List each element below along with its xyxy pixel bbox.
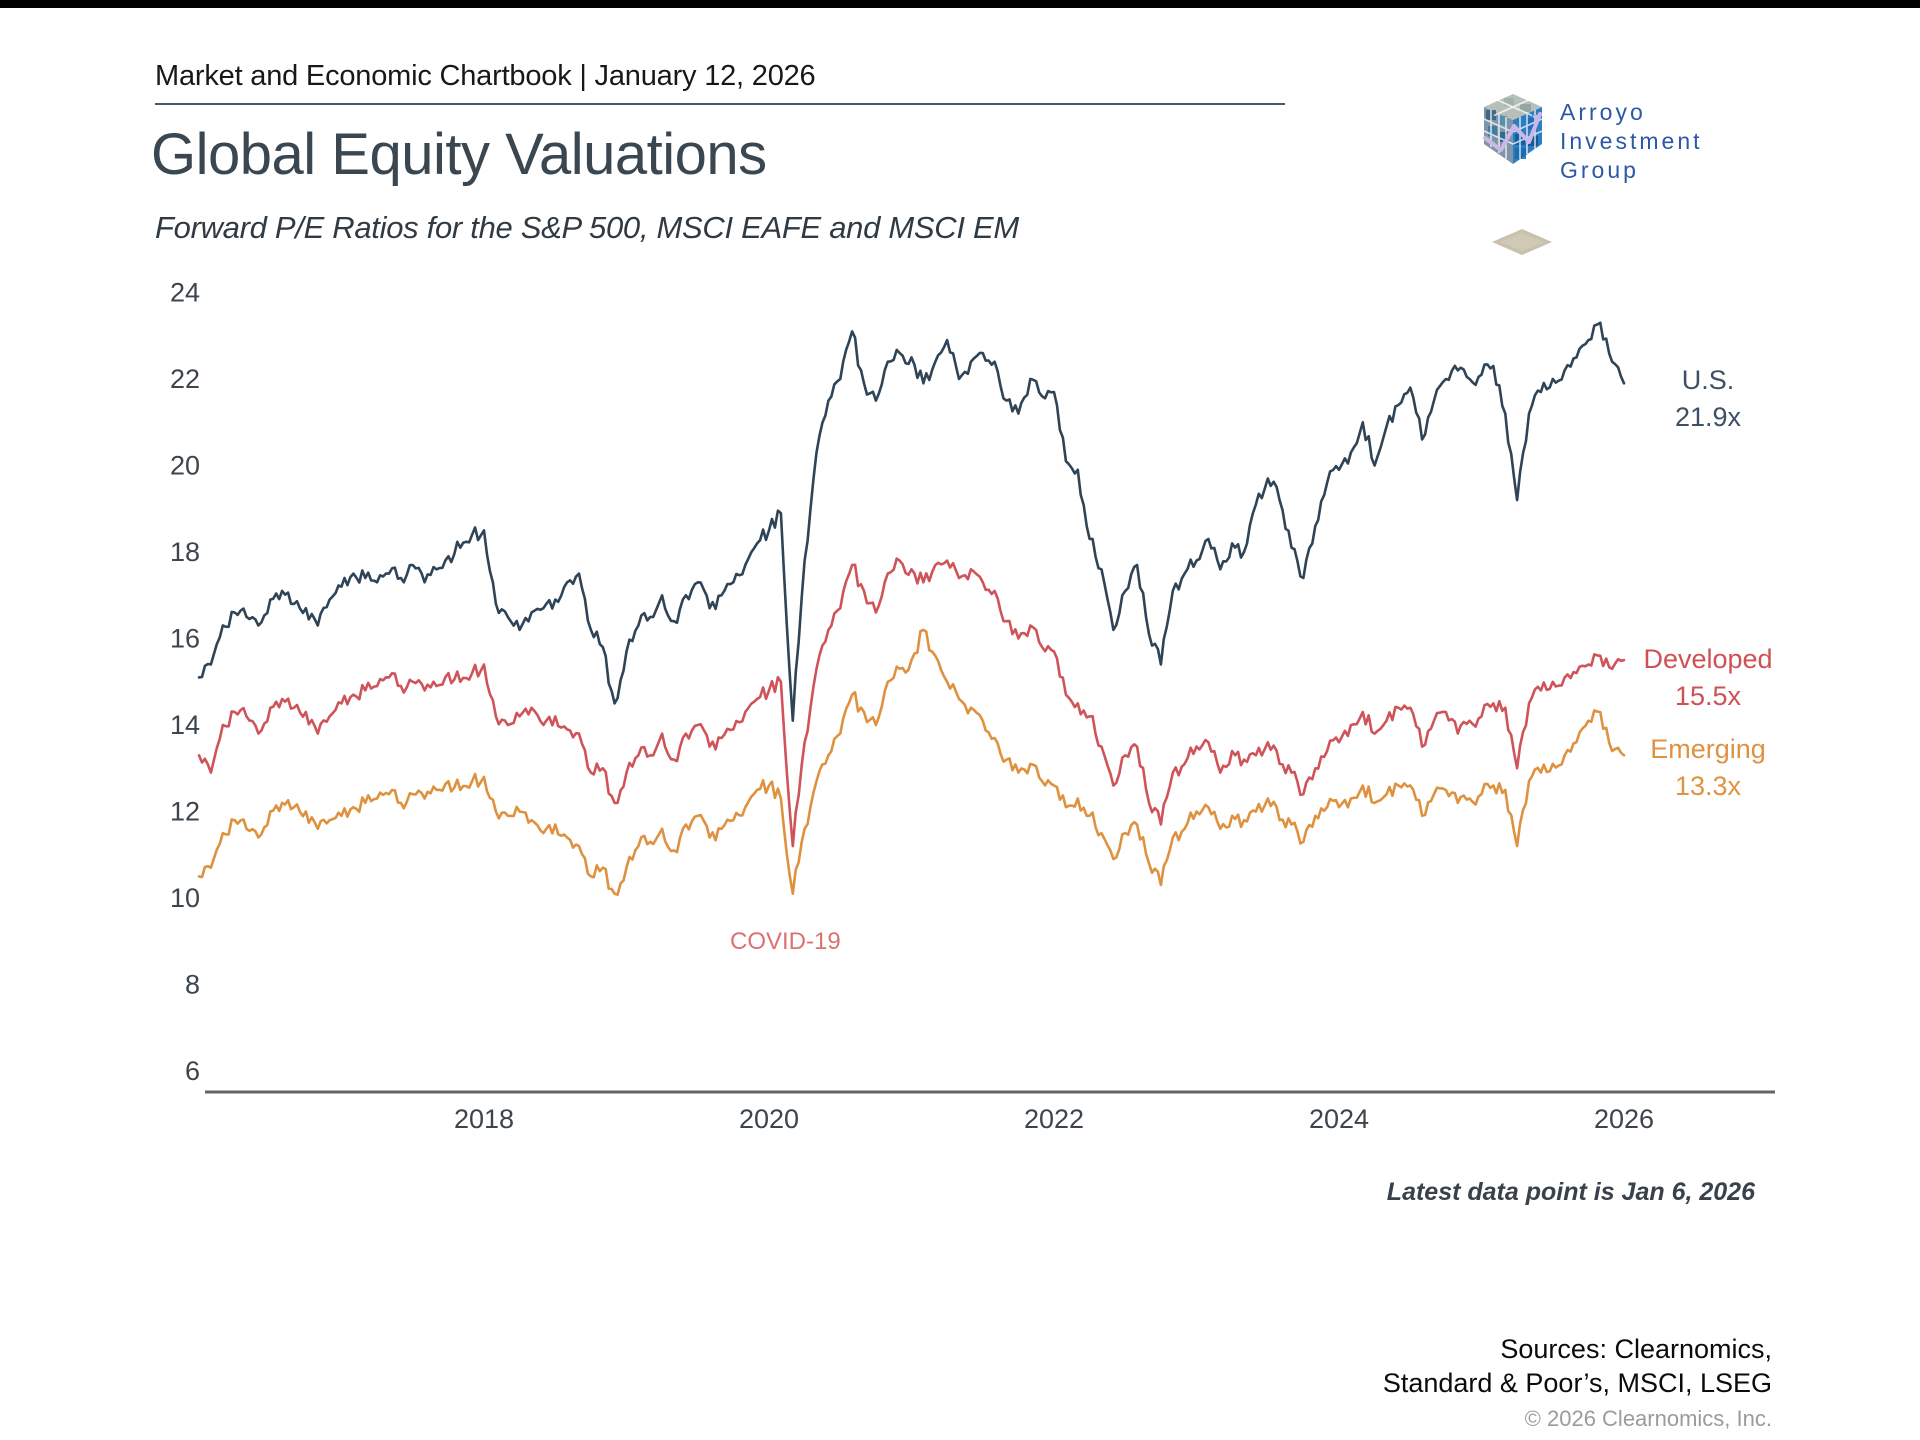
y-tick-10: 10 — [170, 883, 200, 913]
series-name-emerging: Emerging — [1650, 734, 1766, 764]
company-logo: Arroyo Investment Group — [1478, 92, 1778, 183]
logo-diamond-icon — [1492, 229, 1552, 255]
header-divider — [155, 103, 1285, 105]
window-top-bar — [0, 0, 1920, 8]
latest-data-note: Latest data point is Jan 6, 2026 — [1386, 1178, 1755, 1206]
x-tick-2024: 2024 — [1309, 1104, 1369, 1134]
x-tick-2022: 2022 — [1024, 1104, 1084, 1134]
y-tick-18: 18 — [170, 537, 200, 567]
logo-wordmark: Arroyo Investment Group — [1560, 98, 1778, 185]
page-title: Global Equity Valuations — [151, 122, 767, 187]
series-value-emerging: 13.3x — [1674, 771, 1742, 801]
y-tick-16: 16 — [170, 624, 200, 654]
x-tick-2026: 2026 — [1594, 1104, 1654, 1134]
y-tick-14: 14 — [170, 710, 200, 740]
y-tick-20: 20 — [170, 451, 200, 481]
series-label-us: U.S. 21.9x — [1638, 362, 1778, 436]
y-tick-24: 24 — [170, 278, 200, 308]
y-tick-8: 8 — [185, 970, 200, 1000]
sources-note: Sources: Clearnomics, Standard & Poor’s,… — [1383, 1332, 1772, 1400]
logo-line2: Investment Group — [1560, 128, 1703, 183]
copyright-note: © 2026 Clearnomics, Inc. — [1524, 1406, 1772, 1431]
y-tick-6: 6 — [185, 1056, 200, 1086]
series-value-developed: 15.5x — [1674, 681, 1742, 711]
x-tick-2020: 2020 — [739, 1104, 799, 1134]
page-subtitle: Forward P/E Ratios for the S&P 500, MSCI… — [155, 210, 1019, 245]
series-line-us — [197, 321, 1626, 722]
logo-cube-icon — [1483, 94, 1543, 164]
covid-annotation: COVID-19 — [730, 928, 841, 955]
sources-line1: Sources: Clearnomics, — [1500, 1334, 1772, 1364]
y-tick-12: 12 — [170, 797, 200, 827]
x-tick-2018: 2018 — [454, 1104, 514, 1134]
series-value-us: 21.9x — [1674, 402, 1742, 432]
series-name-developed: Developed — [1643, 644, 1773, 674]
logo-line1: Arroyo — [1560, 99, 1646, 125]
series-line-developed — [197, 557, 1626, 848]
series-label-developed: Developed 15.5x — [1638, 641, 1778, 715]
series-name-us: U.S. — [1681, 365, 1735, 395]
series-line-emerging — [197, 628, 1626, 896]
series-label-emerging: Emerging 13.3x — [1638, 731, 1778, 805]
y-tick-22: 22 — [170, 364, 200, 394]
sources-line2: Standard & Poor’s, MSCI, LSEG — [1382, 1368, 1772, 1398]
chartbook-header: Market and Economic Chartbook | January … — [155, 60, 816, 92]
